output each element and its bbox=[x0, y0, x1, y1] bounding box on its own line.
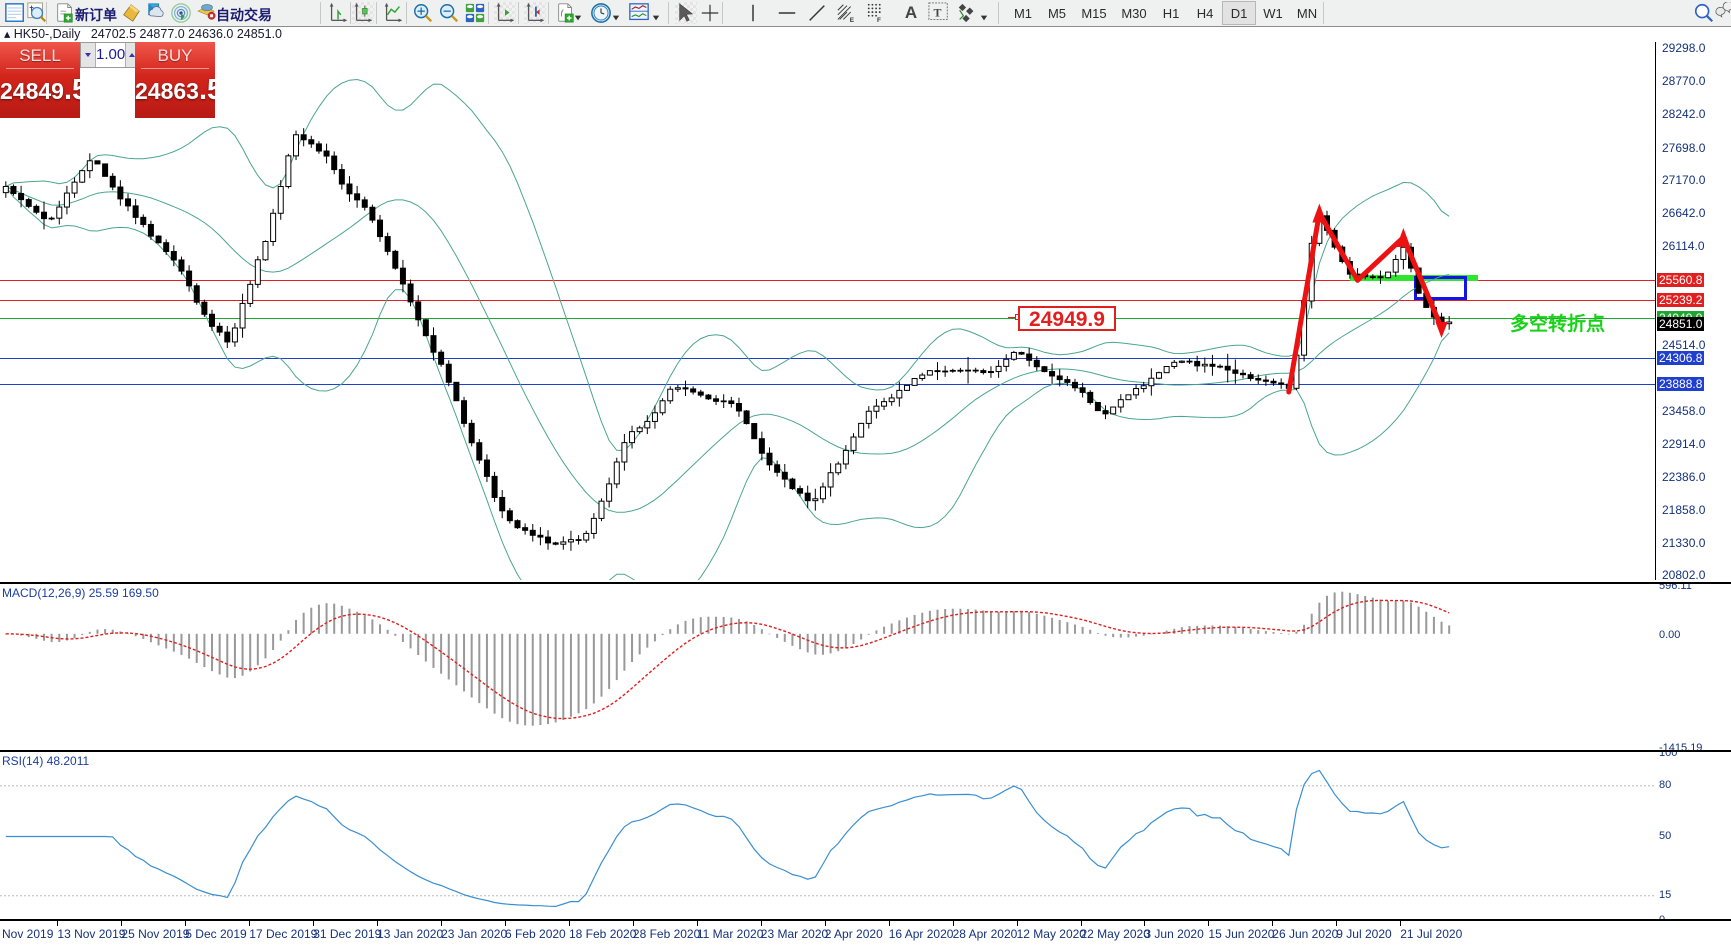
svg-text:F: F bbox=[877, 17, 881, 24]
svg-text:T: T bbox=[934, 6, 942, 20]
svg-text:E: E bbox=[850, 17, 855, 24]
